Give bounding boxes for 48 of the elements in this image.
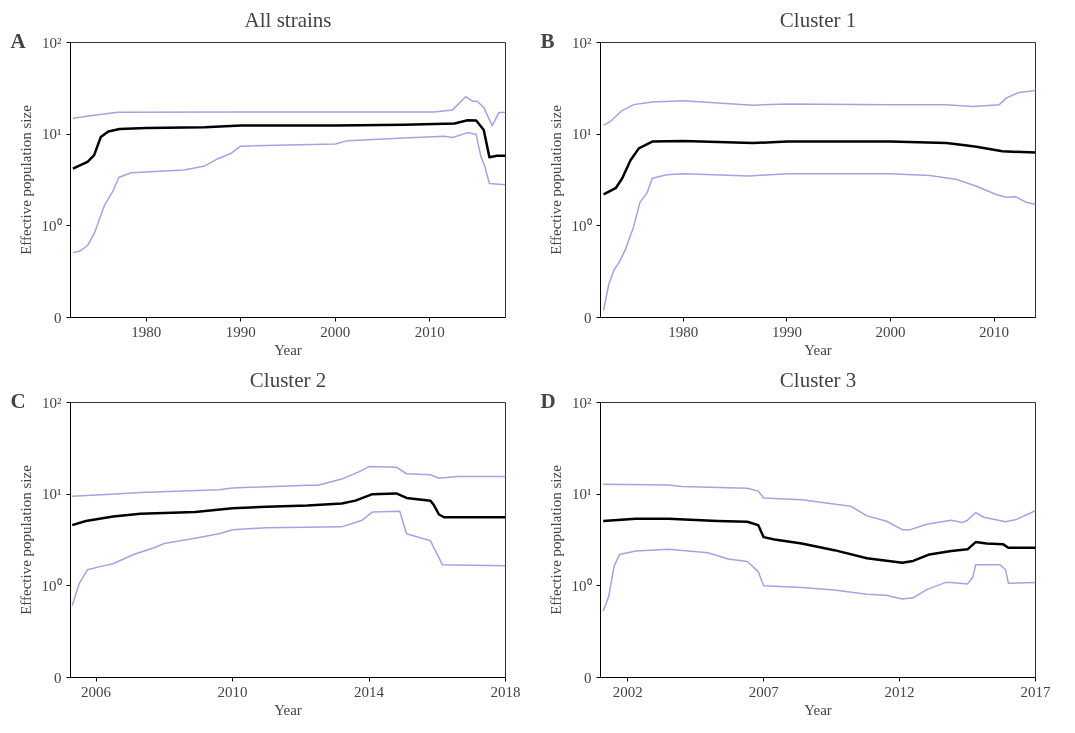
y-tick-label: 10¹ xyxy=(572,486,592,503)
y-axis-title: Effective population size xyxy=(547,104,564,255)
y-axis-title: Effective population size xyxy=(17,464,34,615)
x-tick-label: 2002 xyxy=(612,683,643,700)
text: D xyxy=(540,388,556,413)
x-tick-label: 2000 xyxy=(320,323,351,340)
x-tick-label: 2018 xyxy=(490,683,521,700)
x-tick-label: 2000 xyxy=(875,323,906,340)
x-tick-label: 2010 xyxy=(414,323,445,340)
y-tick-label: 0 xyxy=(54,309,62,326)
y-tick-label: 10⁰ xyxy=(571,217,592,234)
x-tick-label: 1980 xyxy=(131,323,162,340)
y-tick-label: 10² xyxy=(42,34,62,51)
y-axis-title: Effective population size xyxy=(17,104,34,255)
chart-title: Cluster 1 xyxy=(779,7,857,32)
chart-title: Cluster 2 xyxy=(249,367,327,392)
y-tick-label: 10² xyxy=(42,394,62,411)
text: A xyxy=(10,28,27,53)
y-tick-label: 10¹ xyxy=(572,126,592,143)
y-tick-label: 10⁰ xyxy=(41,577,62,594)
chart-title: Cluster 3 xyxy=(779,367,857,392)
x-axis-title: Year xyxy=(804,701,832,718)
x-tick-label: 2007 xyxy=(748,683,780,700)
y-tick-label: 0 xyxy=(584,309,592,326)
text: C xyxy=(10,388,26,413)
x-tick-label: 1980 xyxy=(668,323,699,340)
y-tick-label: 10¹ xyxy=(42,486,62,503)
y-axis-title: Effective population size xyxy=(547,464,564,615)
x-tick-label: 2010 xyxy=(979,323,1010,340)
y-tick-label: 10² xyxy=(572,34,592,51)
x-tick-label: 1990 xyxy=(225,323,256,340)
x-axis-title: Year xyxy=(274,341,302,358)
x-tick-label: 2010 xyxy=(217,683,248,700)
text: B xyxy=(540,28,555,53)
y-tick-label: 10⁰ xyxy=(571,577,592,594)
x-tick-label: 2017 xyxy=(1020,683,1051,700)
x-tick-label: 2006 xyxy=(81,683,112,700)
y-tick-label: 0 xyxy=(584,669,592,686)
x-axis-title: Year xyxy=(274,701,302,718)
y-tick-label: 10² xyxy=(572,394,592,411)
x-axis-title: Year xyxy=(804,341,832,358)
x-tick-label: 1990 xyxy=(771,323,802,340)
x-tick-label: 2014 xyxy=(354,683,385,700)
x-tick-label: 2012 xyxy=(884,683,915,700)
y-tick-label: 10¹ xyxy=(42,126,62,143)
y-tick-label: 10⁰ xyxy=(41,217,62,234)
chart-title: All strains xyxy=(244,7,332,32)
y-tick-label: 0 xyxy=(54,669,62,686)
